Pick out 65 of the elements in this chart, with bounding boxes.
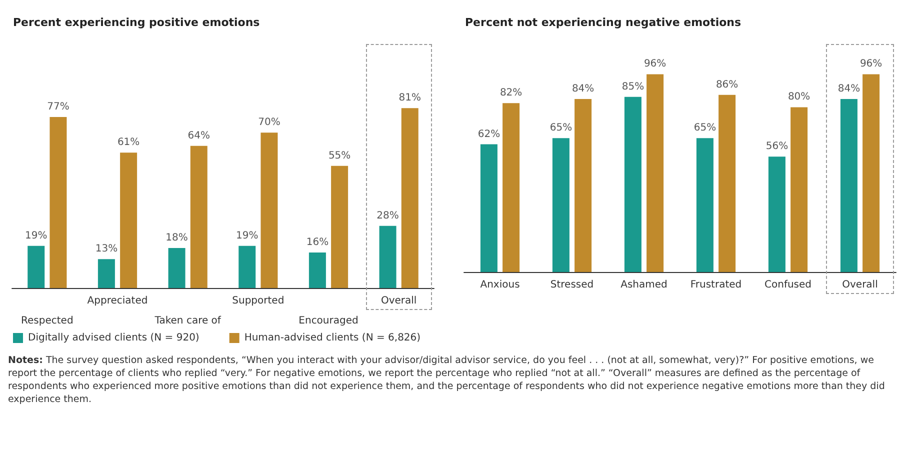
bar: [480, 144, 498, 272]
bar: [574, 98, 592, 272]
x-tick-label: Taken care of: [154, 316, 222, 326]
x-tick-label: Stressed: [550, 280, 594, 290]
data-label: 84%: [572, 83, 594, 94]
bar: [646, 74, 664, 272]
bar: [120, 152, 138, 288]
data-label: 19%: [236, 230, 258, 242]
legend-label: Digitally advised clients (N = 920): [28, 332, 200, 344]
x-tick-label: Confused: [764, 280, 812, 290]
bar: [840, 98, 858, 272]
bar: [98, 259, 115, 288]
bar: [624, 96, 642, 272]
bar: [552, 138, 570, 272]
bar: [768, 156, 786, 272]
bar: [190, 146, 208, 288]
data-label: 85%: [622, 81, 644, 92]
data-label: 13%: [95, 244, 118, 255]
data-label: 70%: [258, 117, 280, 128]
bar: [502, 103, 520, 272]
data-label: 64%: [188, 130, 210, 142]
data-label: 55%: [328, 150, 351, 162]
data-label: 16%: [306, 236, 329, 248]
data-label: 65%: [550, 122, 572, 134]
bar: [379, 226, 396, 288]
data-label: 65%: [694, 122, 716, 134]
text: Notes: The survey question asked respondents, “When you interact with your advisor/digital advisor service, do you feel . . . (not at all, somewhat, very)?” For positive emotions, we report the percentage of clients who replied “very.” For negative emotions, we report the percentage who replied “not at all.” “Overall” measures are defined as the percentage of respondents who experienced more positive emotions than did not experience them, and the percentage of respondents who did not experience negative emotions more than they did experience them.: [8, 355, 885, 405]
bar: [238, 246, 256, 288]
chart-title: Percent not experiencing negative emotions: [465, 16, 742, 29]
bar: [696, 138, 714, 272]
data-label: 19%: [25, 230, 48, 242]
bar: [718, 94, 736, 272]
x-tick-label: Anxious: [480, 280, 520, 290]
data-label: 96%: [860, 58, 882, 70]
data-label: 81%: [398, 92, 421, 104]
bar: [168, 248, 186, 288]
bar: [862, 74, 880, 272]
data-label: 56%: [766, 141, 788, 152]
x-tick-label: Supported: [232, 296, 284, 306]
x-tick-label: Appreciated: [87, 296, 148, 306]
data-label: 77%: [47, 102, 70, 113]
x-tick-label: Overall: [842, 280, 878, 290]
bar: [28, 246, 45, 288]
x-tick-label: Encouraged: [298, 316, 358, 326]
bar: [308, 252, 326, 288]
data-label: 86%: [716, 79, 738, 90]
data-label: 18%: [166, 232, 188, 244]
bar: [331, 166, 348, 288]
data-label: 62%: [478, 128, 500, 140]
legend-label: Human-advised clients (N = 6,826): [244, 332, 421, 344]
bar: [790, 107, 808, 272]
data-label: 96%: [644, 58, 666, 70]
x-tick-label: Overall: [380, 296, 417, 306]
chart-title: Percent experiencing positive emotions: [13, 16, 260, 29]
x-tick-label: Respected: [21, 316, 74, 326]
data-label: 84%: [838, 83, 860, 94]
data-label: 82%: [500, 88, 522, 99]
data-label: 61%: [117, 137, 140, 148]
data-label: 80%: [788, 92, 810, 103]
bar: [260, 132, 278, 288]
x-tick-label: Frustrated: [690, 280, 742, 290]
x-tick-label: Ashamed: [620, 280, 668, 290]
bar: [50, 117, 67, 288]
bar: [401, 108, 418, 288]
data-label: 28%: [376, 210, 399, 222]
